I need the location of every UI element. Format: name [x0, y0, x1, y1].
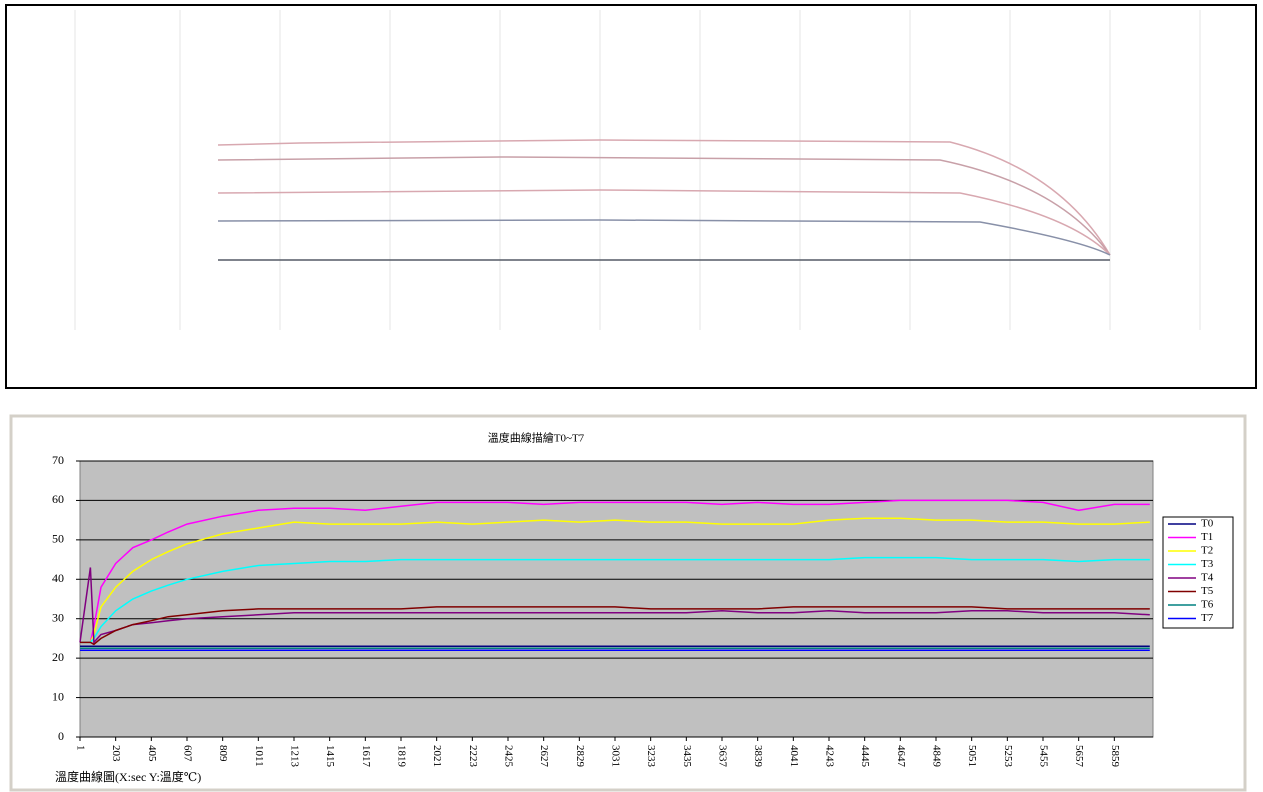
x-tick-label: 5051	[966, 745, 978, 767]
x-tick-label: 3031	[609, 745, 621, 767]
legend-label: T4	[1201, 572, 1214, 584]
x-tick-label: 1213	[288, 745, 300, 768]
chart-title: 溫度曲線描繪T0~T7	[488, 431, 585, 445]
page: {"chart_data": {"type": "line", "title":…	[0, 0, 1263, 792]
y-tick-label: 10	[52, 689, 64, 703]
x-tick-label: 2829	[574, 745, 586, 768]
x-tick-label: 405	[146, 745, 158, 762]
y-tick-label: 20	[52, 650, 64, 664]
x-axis-title: 溫度曲線圖(X:sec Y:溫度℃)	[55, 769, 201, 784]
screenshot: 溫度曲線描繪T0~T7 溫度曲線圖(X:sec Y:溫度℃) 0 10 20 30 40…	[0, 0, 1263, 792]
legend-label: T1	[1201, 531, 1213, 543]
x-tick-label: 1617	[360, 745, 372, 768]
x-tick-label: 1415	[324, 745, 336, 768]
faded-panel	[6, 5, 1256, 388]
legend-label: T2	[1201, 545, 1213, 557]
x-tick-label: 3435	[681, 745, 693, 768]
x-tick-label: 2627	[538, 745, 550, 768]
legend-label: T7	[1201, 612, 1214, 624]
y-tick-label: 50	[52, 532, 64, 546]
x-tick-label: 5859	[1109, 745, 1121, 768]
x-tick-label: 203	[110, 745, 122, 762]
x-tick-label: 1011	[253, 745, 265, 767]
x-tick-label: 1819	[395, 745, 407, 768]
x-tick-label: 5657	[1073, 745, 1085, 768]
x-tick-label: 3233	[645, 745, 657, 768]
y-tick-label: 60	[52, 492, 64, 506]
x-tick-label: 607	[181, 745, 193, 762]
x-tick-label: 5455	[1037, 745, 1049, 768]
legend-label: T6	[1201, 599, 1214, 611]
legend-label: T0	[1201, 518, 1214, 530]
x-tick-label: 4445	[859, 745, 871, 768]
x-tick-label: 3637	[716, 745, 728, 768]
x-tick-label: 3839	[752, 745, 764, 768]
y-tick-label: 40	[52, 571, 64, 585]
x-tick-label: 4849	[930, 745, 942, 768]
legend-label: T5	[1201, 585, 1214, 597]
x-tick-label: 1	[74, 745, 86, 751]
x-tick-label: 2223	[467, 745, 479, 768]
x-tick-label: 2021	[431, 745, 443, 767]
x-tick-label: 2425	[502, 745, 514, 768]
y-tick-label: 30	[52, 610, 64, 624]
legend-box	[1163, 517, 1233, 628]
y-tick-label: 70	[52, 453, 64, 467]
x-tick-label: 809	[217, 745, 229, 762]
legend-label: T3	[1201, 558, 1214, 570]
panel-border	[6, 5, 1256, 388]
x-tick-label: 5253	[1002, 745, 1014, 768]
x-tick-label: 4647	[895, 745, 907, 768]
y-tick-label: 0	[58, 729, 64, 743]
x-tick-label: 4041	[788, 745, 800, 767]
x-tick-label: 4243	[823, 745, 835, 768]
